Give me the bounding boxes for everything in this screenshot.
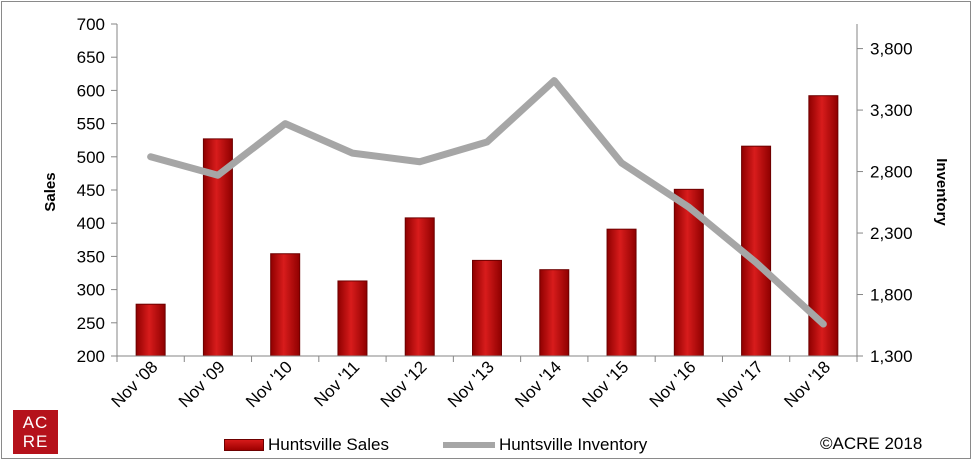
left-tick-label: 250: [77, 314, 105, 333]
x-tick-label: Nov '15: [579, 357, 633, 411]
left-tick-label: 350: [77, 247, 105, 266]
legend-label-sales: Huntsville Sales: [268, 435, 389, 454]
acre-logo: AC RE: [13, 410, 58, 454]
x-tick-label: Nov '11: [310, 357, 363, 410]
sales-bar: [606, 228, 637, 357]
right-axis-ticks: 1,300 1,800 2,300 2,800 3,300 3,800: [857, 40, 913, 366]
right-axis-title: Inventory: [933, 158, 950, 226]
right-tick-label: 2,800: [870, 163, 913, 182]
x-tick-label: Nov '18: [780, 357, 834, 411]
copyright-text: ©ACRE 2018: [820, 434, 923, 453]
left-tick-label: 300: [77, 281, 105, 300]
x-tick-label: Nov '16: [646, 357, 700, 411]
left-tick-label: 400: [77, 214, 105, 233]
legend-label-inventory: Huntsville Inventory: [498, 435, 648, 454]
inventory-line: [147, 77, 827, 328]
left-tick-label: 700: [77, 15, 105, 34]
right-tick-label: 3,300: [870, 101, 913, 120]
sales-bar: [270, 253, 301, 357]
legend-swatch-inventory: [442, 442, 495, 448]
right-tick-label: 1,300: [870, 347, 913, 366]
x-tick-label: Nov '10: [242, 357, 296, 411]
legend-item-inventory: Huntsville Inventory: [442, 435, 648, 455]
sales-bar: [404, 217, 435, 357]
x-tick-label: Nov '09: [175, 357, 229, 411]
logo-text-top: AC: [22, 413, 49, 432]
sales-bar: [337, 280, 368, 357]
x-tick-label: Nov '12: [377, 357, 431, 411]
legend-swatch-sales: [224, 439, 264, 451]
left-tick-label: 550: [77, 115, 105, 134]
legend: Huntsville Sales Huntsville Inventory: [224, 434, 701, 456]
left-tick-label: 650: [77, 48, 105, 67]
x-tick-label: Nov '14: [511, 357, 565, 411]
x-tick-label: Nov '17: [713, 357, 767, 411]
right-tick-label: 3,800: [870, 40, 913, 59]
sales-bar: [539, 269, 570, 357]
left-axis-ticks: 200 250 300 350 400 450 500 550 600 650 700: [77, 15, 117, 366]
x-axis-ticks: Nov '08 Nov '09 Nov '10 Nov '11 Nov '12 Nov '…: [108, 356, 858, 411]
left-tick-label: 500: [77, 148, 105, 167]
sales-bar: [472, 259, 502, 357]
x-tick-label: Nov '08: [108, 357, 162, 411]
left-tick-label: 200: [77, 347, 105, 366]
right-tick-label: 2,300: [870, 224, 913, 243]
left-tick-label: 600: [77, 81, 105, 100]
legend-item-sales: Huntsville Sales: [224, 435, 389, 455]
logo-text-bottom: RE: [22, 432, 49, 451]
x-tick-label: Nov '13: [444, 357, 498, 411]
left-axis-title: Sales: [42, 172, 59, 211]
right-tick-label: 1,800: [870, 286, 913, 305]
sales-bars: [135, 95, 839, 357]
left-tick-label: 450: [77, 181, 105, 200]
sales-bar: [135, 303, 166, 357]
